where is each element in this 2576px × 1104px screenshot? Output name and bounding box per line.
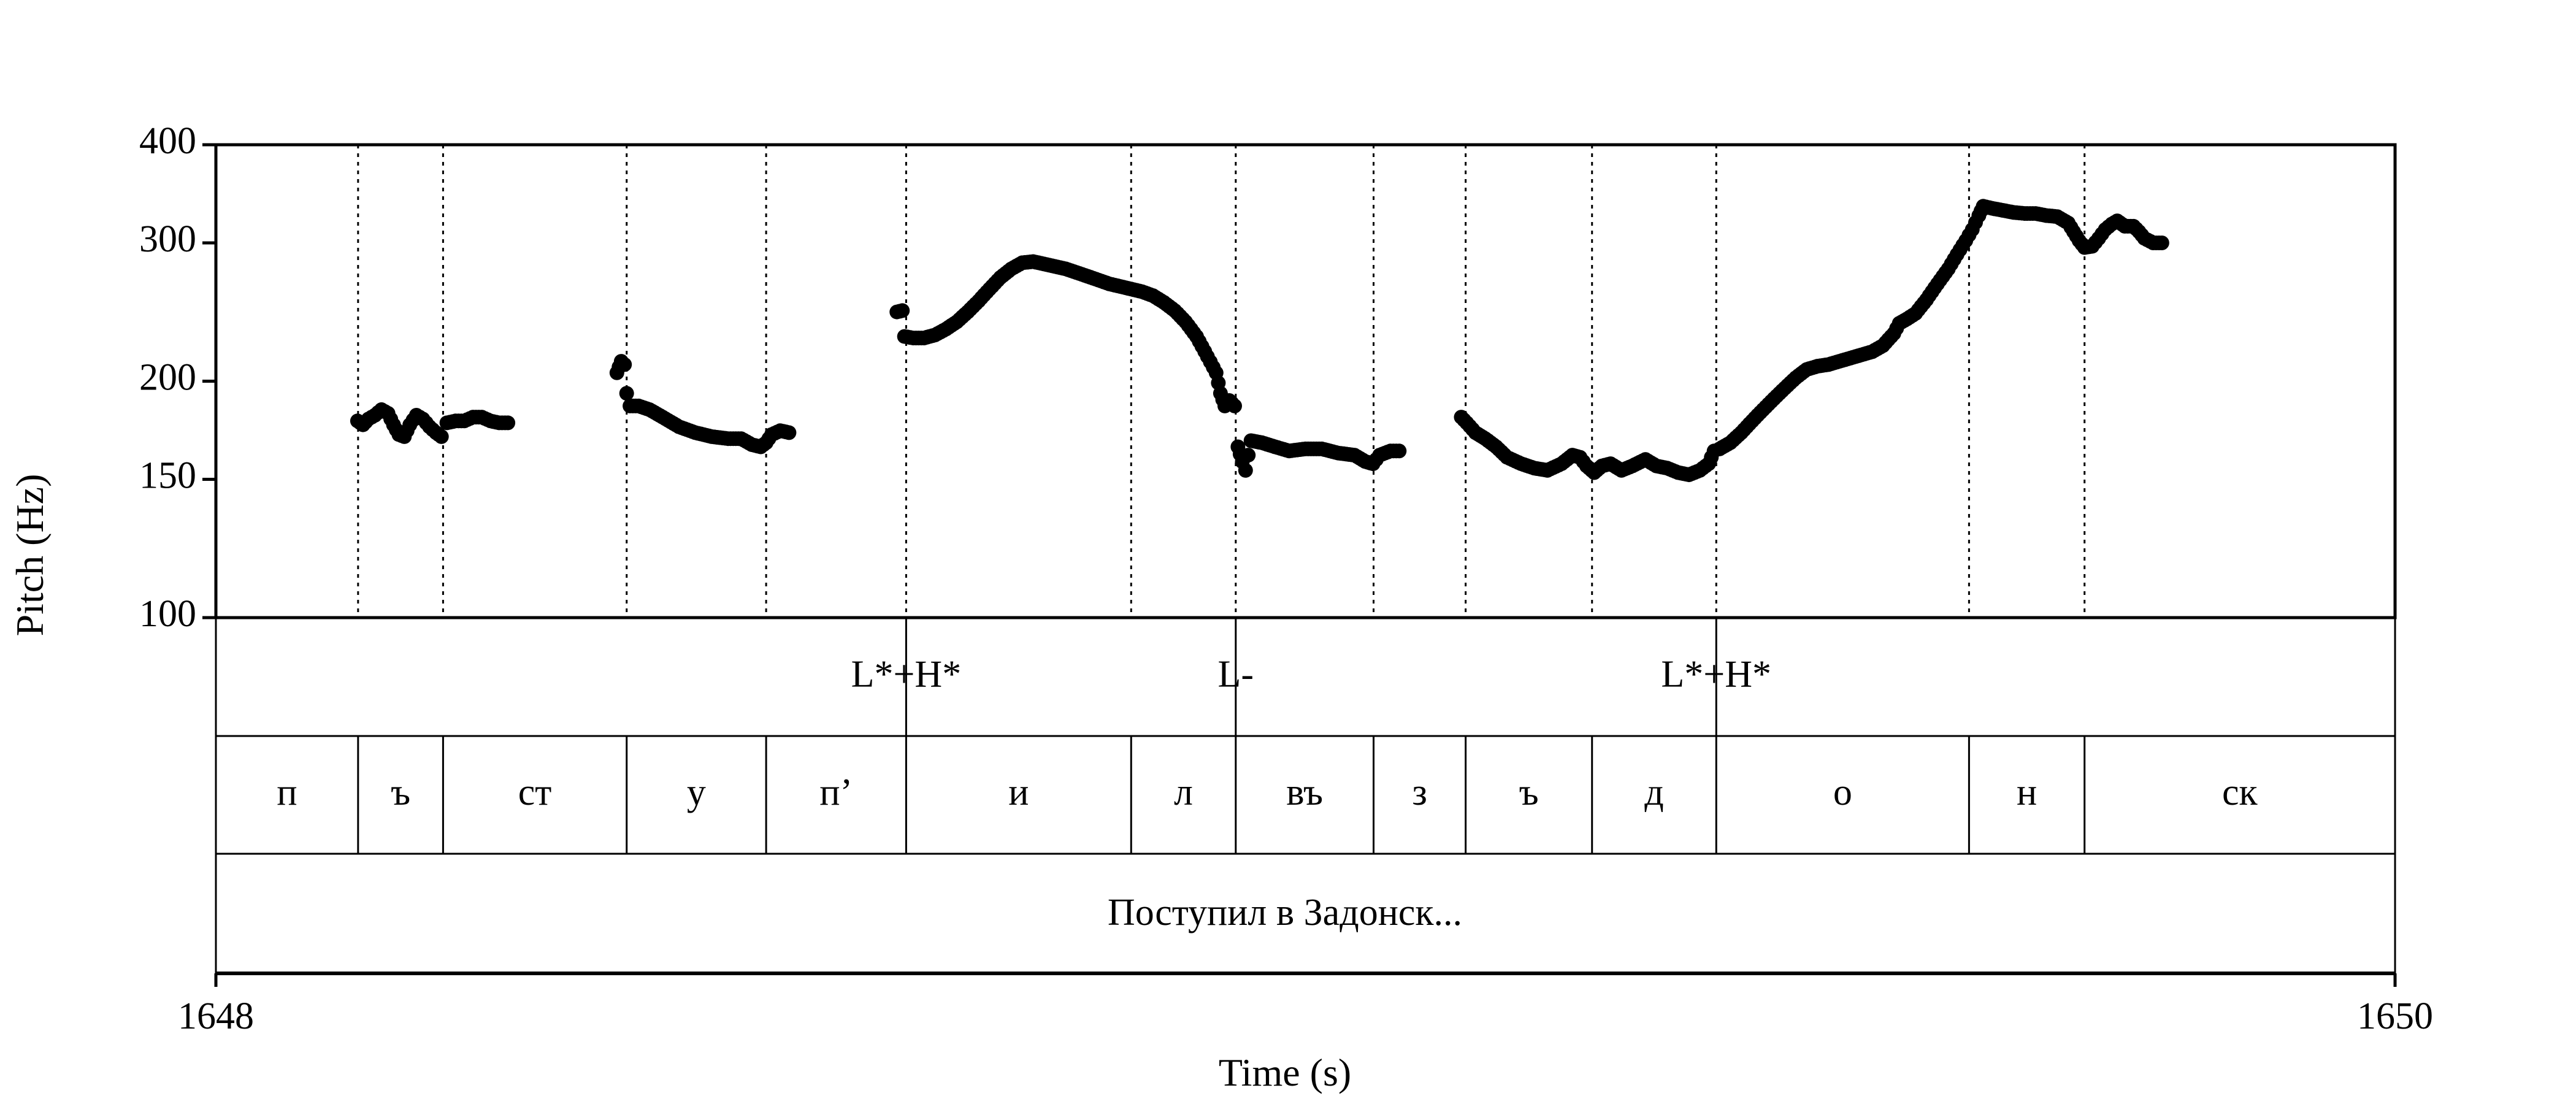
- pitch-point: [1238, 462, 1253, 478]
- segment-label: н: [2017, 772, 2037, 813]
- x-axis-ticks: 1648 1650: [178, 973, 2433, 1037]
- pitch-point: [617, 357, 632, 372]
- phrase-label: Поступил в Задонск...: [1108, 892, 1462, 933]
- pitch-point: [434, 429, 449, 444]
- x-tick-label: 1648: [178, 995, 254, 1037]
- pitch-point: [619, 386, 634, 401]
- segment-label: ст: [518, 772, 552, 813]
- segment-label: ъ: [1519, 772, 1539, 813]
- plot-frame: [214, 143, 2397, 975]
- pitch-point: [1241, 448, 1256, 463]
- y-axis-ticks: 100 150 200 300 400: [139, 120, 216, 635]
- y-tick-label: 400: [139, 120, 196, 162]
- segment-label: ск: [2222, 772, 2258, 813]
- segment-label: въ: [1286, 772, 1323, 813]
- pitch-point: [2154, 236, 2169, 250]
- pitch-point: [1227, 398, 1242, 413]
- segment-label: д: [1644, 772, 1664, 813]
- phrase-tier: Поступил в Задонск...: [1108, 892, 1462, 933]
- y-tick-label: 300: [139, 218, 196, 260]
- pitch-points: [350, 199, 2169, 483]
- pitch-point: [895, 303, 910, 318]
- tone-tier-frame: [215, 616, 2396, 737]
- segment-label: л: [1174, 772, 1193, 813]
- tone-tier: L*+H* L- L*+H*: [851, 618, 1771, 736]
- x-tick-label: 1650: [2357, 995, 2433, 1037]
- y-tick-label: 100: [139, 593, 196, 635]
- y-tick-label: 150: [139, 455, 196, 497]
- segment-label: п’: [819, 772, 853, 813]
- pitch-point: [781, 425, 797, 440]
- y-tick-label: 200: [139, 357, 196, 399]
- y-axis-title: Pitch (Hz): [8, 474, 52, 637]
- segment-label: у: [687, 772, 706, 813]
- x-axis-title: Time (s): [1219, 1051, 1351, 1094]
- pitch-point: [1392, 443, 1407, 459]
- pitch-point: [500, 415, 516, 431]
- segment-label: п: [277, 772, 297, 813]
- segment-label: ъ: [391, 772, 410, 813]
- segment-label: о: [1833, 772, 1852, 813]
- segment-label: з: [1412, 772, 1427, 813]
- segment-tier: п ъ ст у п’ и л въ з ъ д о н ск: [277, 736, 2258, 854]
- tone-label: L-: [1218, 654, 1254, 696]
- segment-label: и: [1008, 772, 1029, 813]
- tone-label: L*+H*: [851, 654, 962, 696]
- tone-label: L*+H*: [1661, 654, 1771, 696]
